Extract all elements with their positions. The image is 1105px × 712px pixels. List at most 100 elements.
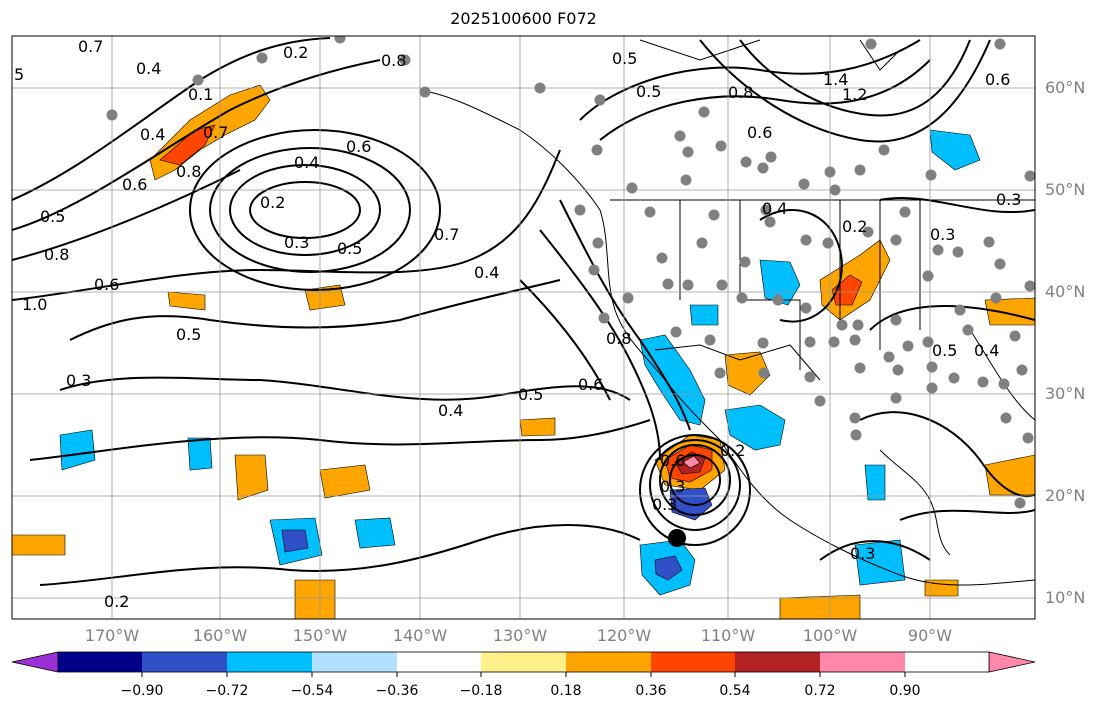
contour-label: 0.2 [104, 592, 129, 611]
contour-label-group: 0.7 0.2 0.5 0.8 0.5 1.4 1.2 0.6 0.4 0.8 … [14, 37, 1021, 611]
contour-label: 0.1 [188, 85, 213, 104]
lat-label: 50°N [1045, 180, 1086, 199]
contour-label: 1.2 [842, 85, 867, 104]
contour-label: 1.0 [22, 295, 47, 314]
contour-label: 0.2 [283, 43, 308, 62]
contour-label: 0.7 [78, 37, 103, 56]
patch-pac-blue-6 [864, 464, 886, 501]
colorbar-segment [58, 652, 142, 672]
anomaly-patches [12, 84, 1035, 619]
contour-label: 0.4 [438, 401, 463, 420]
lat-label: 10°N [1045, 588, 1086, 607]
contour-label: 0.5 [518, 385, 543, 404]
patch-pac-navy-1 [281, 529, 309, 553]
patch-pac-orange-3 [319, 464, 371, 499]
colorbar-arrow-left [11, 651, 59, 673]
colorbar-segment [312, 652, 397, 672]
lat-label: 60°N [1045, 78, 1086, 97]
contour-label: 0.5 [636, 82, 661, 101]
gridlines [12, 36, 1035, 619]
colorbar-segment [820, 652, 905, 672]
lon-label: 100°W [802, 626, 858, 645]
contour-label: 0.4 [294, 153, 319, 172]
colorbar-segment [397, 652, 481, 672]
storm-marker [668, 529, 686, 547]
lat-label: 40°N [1045, 282, 1086, 301]
colorbar-segment [481, 652, 566, 672]
patch-pac-orange-10 [924, 579, 959, 597]
lon-label: 120°W [596, 626, 652, 645]
lon-label: 170°W [84, 626, 140, 645]
contour-label: 0.6 [122, 175, 147, 194]
lon-label: 90°W [907, 626, 953, 645]
patch-canada-blue [929, 129, 981, 171]
patch-pac-orange-5 [12, 534, 66, 556]
contour-label: 0.3 [66, 371, 91, 390]
contour-label: 0.4 [762, 199, 787, 218]
contour-label: 0.2 [260, 193, 285, 212]
patch-baja-blue [639, 334, 706, 426]
contour-label: 0.5 [932, 341, 957, 360]
contour-label: 0.4 [974, 341, 999, 360]
lon-label: 110°W [700, 626, 756, 645]
patch-south-navy [654, 555, 683, 581]
colorbar-tick-label: 0.72 [804, 683, 836, 699]
colorbar-segment [905, 652, 989, 672]
patch-pac-orange-8 [779, 594, 861, 619]
contour-label: 0.6 [747, 123, 772, 142]
contour-label: 0.8 [606, 329, 631, 348]
contour-label: 0.6 [985, 70, 1010, 89]
contour-label: 0.5 [612, 49, 637, 68]
contour-label: 0.3 [660, 477, 685, 496]
contour-label: 0.7 [203, 123, 228, 142]
contour-lines [12, 37, 1035, 586]
coastlines [419, 39, 1035, 586]
patch-mexico-blue [724, 404, 786, 451]
colorbar-segment [566, 652, 651, 672]
colorbar-tick-label: 0.36 [635, 683, 667, 699]
colorbar-tick-label: −0.72 [205, 683, 249, 699]
map-title: 2025100600 F072 [450, 9, 597, 28]
contour-label: 0.7 [434, 225, 459, 244]
contour-label: 0.6 [660, 451, 685, 470]
colorbar-segment [735, 652, 820, 672]
patch-pac-orange-2 [167, 291, 206, 311]
colorbar-tick-label: −0.36 [375, 683, 419, 699]
contour-label: 0.3 [930, 225, 955, 244]
contour-label: 1.4 [823, 70, 848, 89]
patch-pac-orange-4 [234, 454, 269, 501]
lon-label: 150°W [292, 626, 348, 645]
contour-label: 0.8 [381, 51, 406, 70]
patch-pac-orange-7 [519, 417, 556, 437]
contour-label: 0.6 [94, 275, 119, 294]
patch-mexico-pink [682, 455, 701, 469]
colorbar [11, 651, 1036, 677]
contour-label: 5 [14, 65, 24, 84]
colorbar-tick-label: 0.54 [719, 683, 751, 699]
contour-label: 0.3 [996, 190, 1021, 209]
colorbar-tick-label: 0.18 [550, 683, 582, 699]
patch-gulf-orange [984, 454, 1035, 496]
patch-pac-blue-4 [187, 437, 213, 471]
colorbar-segment [227, 652, 312, 672]
lat-label: 30°N [1045, 384, 1086, 403]
contour-label: 0.2 [842, 217, 867, 236]
colorbar-arrow-right [988, 651, 1036, 673]
colorbar-outline [57, 651, 990, 673]
colorbar-tick-label: −0.90 [120, 683, 164, 699]
patch-pac-blue-7 [689, 304, 719, 326]
patch-pac-orange-9 [984, 297, 1035, 326]
contour-label: 0.3 [652, 495, 677, 514]
contour-label: 0.4 [136, 59, 161, 78]
contour-label: 0.3 [850, 544, 875, 563]
colorbar-tick-label: −0.54 [290, 683, 334, 699]
contour-label: 0.5 [176, 325, 201, 344]
patch-pac-orange-6 [294, 579, 336, 619]
contour-label: 0.5 [337, 239, 362, 258]
contour-label: 0.5 [40, 207, 65, 226]
patch-pac-blue-3 [59, 429, 96, 471]
lon-label: 160°W [192, 626, 248, 645]
station-markers [106, 36, 1035, 509]
contour-label: 0.6 [578, 375, 603, 394]
colorbar-segment [651, 652, 735, 672]
